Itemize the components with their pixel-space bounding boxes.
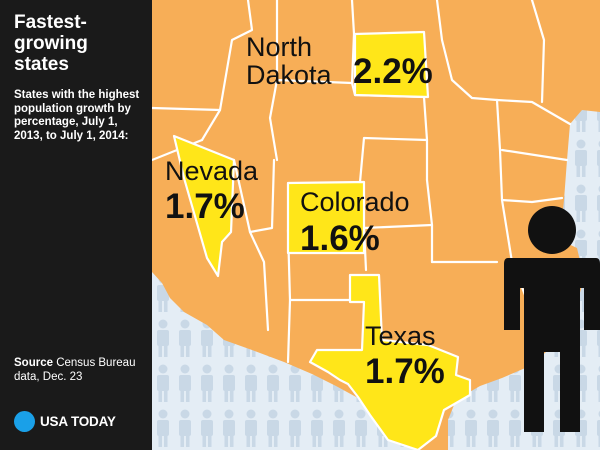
growth-nevada: 1.7% — [165, 187, 245, 226]
state-colorado — [286, 180, 366, 255]
growth-north-dakota: 2.2% — [353, 52, 433, 91]
state-north-dakota — [353, 30, 430, 99]
brand-wordmark: USA TODAY — [40, 413, 116, 429]
label-colorado: Colorado — [300, 187, 410, 217]
growth-texas: 1.7% — [365, 352, 445, 391]
source-text: Census Bureau data, Dec. 23 — [14, 357, 136, 383]
growth-colorado: 1.6% — [300, 219, 380, 258]
source-note: Source Census Bureau data, Dec. 23 — [14, 357, 144, 384]
state-nevada — [172, 134, 236, 278]
us-map — [152, 0, 600, 450]
state-texas — [308, 273, 472, 450]
highlighted-states — [172, 30, 472, 450]
label-texas: Texas — [365, 321, 436, 351]
source-label: Source — [14, 357, 53, 369]
sidebar: Fastest-growing states States with the h… — [0, 0, 152, 450]
person-icon — [504, 206, 600, 432]
label-north-dakota-line2: Dakota — [246, 60, 332, 90]
label-nevada: Nevada — [165, 156, 259, 186]
usa-today-logo: USA TODAY — [14, 410, 116, 432]
brand-dot-icon — [14, 410, 35, 432]
infographic-description: States with the highest population growt… — [14, 89, 140, 142]
label-north-dakota-line1: North — [246, 32, 313, 62]
infographic-title: Fastest-growing states — [14, 12, 88, 75]
us-landmass — [152, 0, 600, 450]
